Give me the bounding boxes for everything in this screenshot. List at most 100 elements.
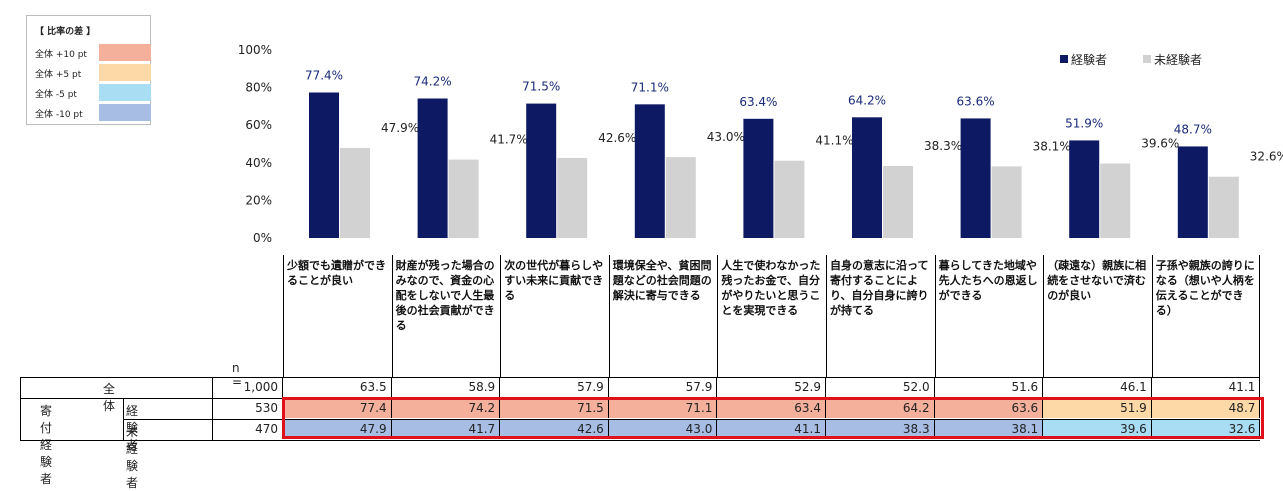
bar-data-label: 42.6%: [598, 131, 636, 145]
table-col-line: [123, 398, 124, 440]
bar-data-label: 38.3%: [924, 139, 962, 153]
table-row-line: [20, 377, 1261, 378]
bar-data-label: 63.6%: [957, 94, 995, 108]
table-cell: 52.9: [717, 377, 826, 397]
y-tick-label: 40%: [245, 156, 272, 170]
table-cell: 57.9: [500, 377, 609, 397]
bar-data-label: 71.1%: [631, 80, 669, 94]
bar-experienced: [526, 103, 557, 238]
table-cell: 38.3: [826, 419, 935, 439]
table-n-cell: 1,000: [212, 377, 283, 397]
table-n-cell: 530: [212, 398, 283, 418]
table-cell: 58.9: [391, 377, 501, 397]
bar-experienced: [852, 117, 882, 238]
y-tick-label: 100%: [238, 43, 272, 57]
table-cell: 63.5: [283, 377, 392, 397]
y-tick-label: 20%: [245, 193, 272, 207]
legend-label: 全体 +5 pt: [35, 70, 82, 80]
category-header: 財産が残った場合のみなので、資金の心配をしないで人生最後の社会貢献ができる: [391, 255, 501, 377]
table-col-line: [20, 377, 21, 440]
row-label-inexperienced: 未経験者: [126, 425, 139, 490]
y-tick-label: 80%: [245, 81, 272, 95]
bar-inexperienced: [665, 157, 696, 238]
category-header: 人生で使わなかった残ったお金で、自分がやりたいと思うことを実現できる: [717, 255, 826, 377]
legend-label: 全体 -10 pt: [35, 110, 83, 120]
bar-inexperienced: [774, 160, 805, 238]
bar-inexperienced: [991, 166, 1022, 238]
category-header: 次の世代が暮らしやすい未来に貢献できる: [500, 255, 609, 377]
table-cell: 52.0: [826, 377, 935, 397]
table-cell: 51.9: [1043, 398, 1152, 418]
table-row-line: [20, 440, 1261, 441]
table-cell: 43.0: [608, 419, 718, 439]
table-cell: 41.1: [717, 419, 826, 439]
bar-data-label: 71.5%: [522, 80, 560, 94]
table-cell: 41.7: [391, 419, 501, 439]
category-header: 少額でも遺贈ができることが良い: [283, 255, 392, 377]
table-cell: 48.7: [1151, 398, 1261, 418]
bar-inexperienced: [448, 159, 479, 238]
table-cell: 64.2: [826, 398, 935, 418]
table-cell: 42.6: [500, 419, 609, 439]
bar-data-label: 32.6%: [1250, 150, 1283, 164]
table-cell: 77.4: [283, 398, 392, 418]
row-label-experienced: 経験者: [126, 404, 139, 452]
table-cell: 71.1: [608, 398, 718, 418]
bar-experienced: [1177, 146, 1208, 238]
legend-item-plus5: 全体 +5 pt: [35, 64, 151, 81]
legend-title: 【 比率の差 】: [35, 27, 96, 37]
bar-inexperienced: [1100, 163, 1131, 238]
bar-experienced: [960, 118, 991, 238]
bar-data-label: 41.7%: [490, 133, 528, 147]
legend-label: 全体 +10 pt: [35, 50, 87, 60]
table-n-cell: 470: [212, 419, 283, 439]
bar-data-label: 77.4%: [305, 68, 343, 82]
y-tick-label: 60%: [245, 118, 272, 132]
row-label-total: 全体: [103, 382, 116, 413]
category-header: 自身の意志に沿って寄付することにより、自分自身に誇りが持てる: [826, 255, 935, 377]
legend-item-minus10: 全体 -10 pt: [35, 104, 151, 121]
table-cell: 41.1: [1151, 377, 1261, 397]
bar-data-label: 38.1%: [1033, 139, 1071, 153]
category-header: 子孫や親族の誇りになる（想いや人柄を伝えることができる）: [1151, 255, 1261, 377]
table-cell: 57.9: [608, 377, 718, 397]
table-cell: 32.6: [1151, 419, 1261, 439]
table-row-line: [20, 398, 1261, 399]
category-header: 環境保全や、貧困問題などの社会問題の解決に寄与できる: [608, 255, 718, 377]
bar-data-label: 64.2%: [848, 93, 886, 107]
legend-swatch: [99, 104, 151, 121]
bar-experienced: [1069, 140, 1100, 238]
legend-swatch: [99, 64, 151, 81]
legend-label: 全体 -5 pt: [35, 90, 77, 100]
y-tick-label: 0%: [253, 231, 272, 245]
bar-inexperienced: [883, 165, 913, 238]
bar-experienced: [634, 104, 665, 238]
divider: [1259, 255, 1261, 377]
table-cell: 63.6: [934, 398, 1044, 418]
row-label-donation-experience: 寄付経験者: [40, 404, 53, 486]
bar-chart: 0% 20% 40% 60% 80% 100% 77.4% 47.9% 74.2% 41.7% 71…: [238, 43, 1283, 245]
bar-experienced: [743, 118, 774, 238]
bar-inexperienced: [557, 157, 588, 238]
bar-data-label: 41.1%: [815, 134, 853, 148]
legend-swatch: [99, 84, 151, 101]
table-cell: 46.1: [1043, 377, 1152, 397]
table-cell: 51.6: [934, 377, 1044, 397]
table-col-line: [212, 377, 213, 440]
legend-swatch-0: [1060, 55, 1068, 63]
bar-data-label: 47.9%: [381, 121, 419, 135]
legend-label-1: 未経験者: [1154, 52, 1202, 67]
bar-data-label: 63.4%: [739, 95, 777, 109]
table-cell: 63.4: [717, 398, 826, 418]
legend-swatch: [99, 44, 151, 61]
table-cell: 47.9: [283, 419, 392, 439]
difference-legend: 【 比率の差 】 全体 +10 pt 全体 +5 pt 全体 -5 pt 全体 …: [26, 15, 151, 125]
legend-item-minus5: 全体 -5 pt: [35, 84, 151, 101]
legend-label-0: 経験者: [1071, 52, 1107, 67]
table-cell: 39.6: [1043, 419, 1152, 439]
n-label: n =: [232, 361, 243, 389]
table-row-line: [123, 419, 1261, 420]
bar-experienced: [417, 98, 448, 238]
table-cell: 38.1: [934, 419, 1044, 439]
bar-data-label: 48.7%: [1174, 122, 1212, 136]
